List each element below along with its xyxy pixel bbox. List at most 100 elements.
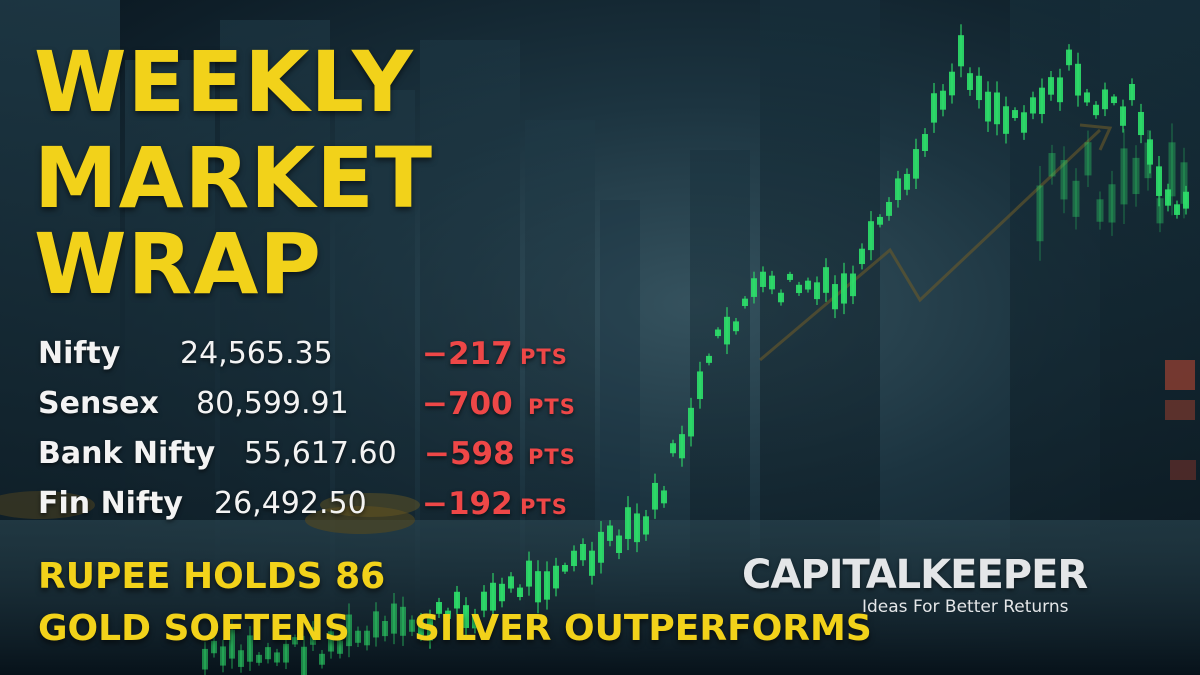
candle-body	[1108, 184, 1116, 223]
candle-body	[706, 355, 712, 363]
candle-body	[328, 631, 334, 652]
candle-body	[652, 482, 658, 510]
candle-body	[1174, 204, 1180, 215]
candle-body	[913, 149, 919, 179]
candle-body	[319, 653, 325, 665]
candle-body	[1066, 49, 1072, 66]
candle-body	[1096, 199, 1104, 222]
candle-body	[841, 273, 847, 304]
candle-body	[904, 173, 910, 190]
index-change: −192	[422, 486, 513, 522]
candle-body	[310, 627, 316, 645]
candle-body	[1084, 92, 1090, 103]
candle-body	[1057, 77, 1063, 103]
candle-body	[256, 654, 262, 663]
candle-body	[1072, 180, 1080, 217]
candle-body	[634, 513, 640, 543]
candle-body	[1120, 106, 1126, 126]
index-name: Bank Nifty	[38, 436, 216, 471]
candle-body	[1111, 96, 1117, 104]
candle-body	[1003, 106, 1009, 134]
candle-body	[418, 618, 424, 636]
candle-body	[625, 507, 631, 539]
candle-body	[1147, 139, 1153, 165]
candle-body	[526, 560, 532, 587]
candle-body	[346, 614, 352, 647]
candle-body	[391, 603, 397, 634]
candle-body	[769, 275, 775, 290]
candle-body	[1036, 185, 1044, 242]
index-change-unit: PTS	[528, 445, 576, 469]
candle-body	[778, 292, 784, 303]
candle-body	[886, 201, 892, 216]
headline-line-3: WRAP	[34, 215, 322, 313]
candle-body	[868, 221, 874, 251]
candle-body	[427, 617, 433, 641]
candle-body	[1084, 142, 1092, 176]
candle-body	[553, 565, 559, 589]
brand-tagline: Ideas For Better Returns	[862, 597, 1069, 617]
candle-body	[1156, 198, 1164, 224]
candle-body	[661, 490, 667, 504]
index-value: 80,599.91	[196, 386, 349, 421]
candle-body	[1168, 142, 1176, 197]
brand-logo-text: CAPITALKEEPER	[742, 552, 1088, 598]
candle-body	[1102, 89, 1108, 110]
candle-body	[1039, 87, 1045, 115]
candle-body	[1183, 191, 1189, 209]
index-change: −598	[424, 436, 515, 472]
candle-body	[616, 535, 622, 554]
candle-body	[1030, 97, 1036, 114]
candle-body	[247, 635, 253, 662]
index-value: 26,492.50	[214, 486, 367, 521]
index-name: Sensex	[38, 386, 159, 421]
candle-body	[976, 75, 982, 101]
headline-line-1: WEEKLY	[34, 33, 414, 131]
candle-body	[940, 90, 946, 110]
candle-body	[823, 267, 829, 293]
highlight-rupee: RUPEE HOLDS 86	[38, 556, 386, 597]
candle-body	[454, 591, 460, 609]
index-change-unit: PTS	[520, 345, 568, 369]
candle-body	[499, 583, 505, 602]
candle-body	[724, 316, 730, 345]
index-change: −700	[422, 386, 513, 422]
candle-body	[1132, 157, 1140, 195]
index-name: Nifty	[38, 336, 121, 371]
candle-body	[787, 273, 793, 280]
candle-body	[274, 652, 280, 663]
candle-body	[1075, 63, 1081, 96]
candle-body	[382, 621, 388, 637]
candle-body	[796, 284, 802, 294]
candle-body	[1138, 111, 1144, 136]
candle-body	[463, 605, 469, 628]
highlight-silver: SILVER OUTPERFORMS	[414, 608, 872, 649]
index-value: 24,565.35	[180, 336, 333, 371]
candle-body	[400, 606, 406, 636]
index-change: −217	[422, 336, 513, 372]
candle-body	[814, 282, 820, 300]
candle-body	[895, 178, 901, 201]
candle-body	[589, 550, 595, 576]
candle-body	[265, 647, 271, 660]
candle-body	[544, 571, 550, 600]
candle-body	[715, 329, 721, 337]
candle-body	[517, 587, 523, 598]
candle-body	[994, 92, 1000, 125]
index-change-unit: PTS	[528, 395, 576, 419]
candle-body	[1156, 166, 1162, 196]
candle-body	[859, 248, 865, 265]
candle-body	[1048, 77, 1054, 95]
candle-body	[922, 134, 928, 151]
index-name: Fin Nifty	[38, 486, 183, 521]
candle-body	[697, 371, 703, 400]
candle-body	[1012, 110, 1018, 119]
candle-body	[535, 571, 541, 603]
candle-body	[283, 643, 289, 663]
candle-body	[373, 611, 379, 638]
candle-body	[211, 640, 217, 654]
candle-body	[355, 630, 361, 643]
